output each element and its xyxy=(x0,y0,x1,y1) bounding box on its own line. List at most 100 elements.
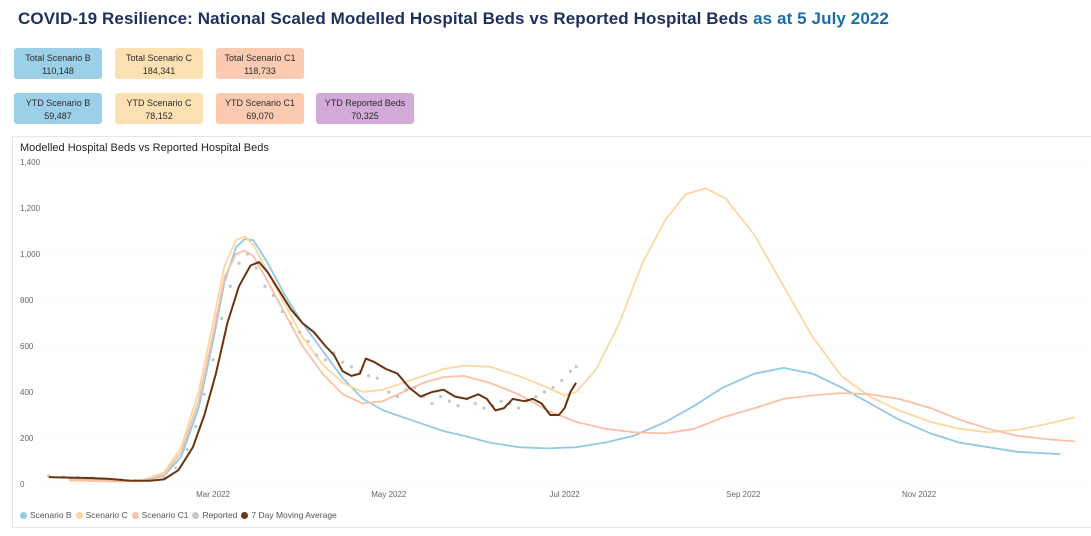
legend-marker xyxy=(192,511,200,519)
y-tick-label: 0 xyxy=(20,480,25,489)
reported-point xyxy=(456,404,460,408)
7-day-moving-average-line xyxy=(48,261,577,482)
x-tick-label: Nov 2022 xyxy=(902,490,937,499)
reported-point xyxy=(482,406,486,410)
kpi-card-value: 118,733 xyxy=(244,66,276,76)
reported-point xyxy=(404,388,408,392)
reported-point xyxy=(430,401,434,406)
y-tick-label: 600 xyxy=(20,342,34,351)
legend-marker xyxy=(20,511,27,519)
kpi-card-label: YTD Reported Beds xyxy=(324,98,406,108)
reported-point xyxy=(551,385,555,389)
kpi-card-value: 184,341 xyxy=(142,66,176,76)
x-tick-label: Sep 2022 xyxy=(726,490,761,499)
reported-point xyxy=(202,392,206,396)
reported-point xyxy=(315,353,319,357)
reported-point xyxy=(254,266,258,270)
legend-item[interactable]: Scenario B xyxy=(20,510,72,520)
legend-label: Scenario B xyxy=(30,510,72,520)
reported-point xyxy=(280,309,284,314)
kpi-card-label: Total Scenario B xyxy=(25,53,91,63)
x-tick-label: Mar 2022 xyxy=(196,490,230,499)
reported-point xyxy=(516,406,521,410)
reported-point xyxy=(271,293,276,297)
y-tick-label: 1,400 xyxy=(20,158,41,167)
legend-item[interactable]: Scenario C xyxy=(75,510,128,520)
reported-point xyxy=(534,395,538,399)
kpi-card-4: YTD Scenario B 59,487 xyxy=(14,93,102,124)
reported-point xyxy=(228,284,232,288)
reported-point xyxy=(542,390,547,394)
kpi-card-2: Total Scenario C 184,341 xyxy=(115,48,203,79)
kpi-card-label: YTD Scenario B xyxy=(25,98,91,108)
chart-title: Modelled Hospital Beds vs Reported Hospi… xyxy=(20,142,269,154)
kpi-card-1: Total Scenario B 110,148 xyxy=(14,48,102,79)
reported-point xyxy=(211,358,215,362)
reported-point xyxy=(349,365,353,369)
reported-point xyxy=(220,316,224,320)
legend-marker xyxy=(241,511,249,519)
y-tick-label: 200 xyxy=(20,434,34,443)
scenario-b-line xyxy=(68,238,1061,483)
page-title-main: COVID-19 Resilience: National Scaled Mod… xyxy=(18,9,749,28)
kpi-card-6: YTD Scenario C1 69,070 xyxy=(216,93,304,124)
kpi-card-label: Total Scenario C1 xyxy=(224,53,296,63)
reported-point xyxy=(263,284,267,288)
reported-point xyxy=(375,376,379,380)
y-tick-label: 800 xyxy=(20,296,34,305)
legend-marker xyxy=(75,511,83,519)
page-title: COVID-19 Resilience: National Scaled Mod… xyxy=(18,9,889,29)
legend-item[interactable]: 7 Day Moving Average xyxy=(241,510,337,520)
kpi-card-5: YTD Scenario C 78,152 xyxy=(115,93,203,124)
chart-panel: Modelled Hospital Beds vs Reported Hospi… xyxy=(12,136,1091,528)
kpi-card-value: 110,148 xyxy=(42,66,74,76)
legend-label: Scenario C1 xyxy=(141,510,189,520)
reported-point xyxy=(574,365,578,369)
reported-point xyxy=(413,385,417,389)
page-title-date: as at 5 July 2022 xyxy=(753,9,889,28)
reported-point xyxy=(306,339,310,343)
x-tick-label: Jul 2022 xyxy=(549,490,580,499)
reported-point xyxy=(499,399,503,403)
reported-point xyxy=(447,399,451,403)
reported-point xyxy=(323,358,328,362)
reported-point xyxy=(297,330,302,334)
x-tick-label: May 2022 xyxy=(371,490,407,499)
kpi-card-3: Total Scenario C1 118,733 xyxy=(216,48,304,79)
reported-point xyxy=(473,401,477,406)
kpi-card-value: 59,487 xyxy=(44,111,72,121)
y-tick-label: 1,000 xyxy=(20,250,41,259)
kpi-card-label: Total Scenario C xyxy=(125,53,193,63)
kpi-card-label: YTD Scenario C1 xyxy=(224,98,296,108)
line-chart: 0 200 400 600 800 1,000 1,200 1,400 Mar 2022 May … xyxy=(20,158,1091,499)
kpi-card-value: 69,070 xyxy=(246,111,274,121)
kpi-card-value: 70,325 xyxy=(351,111,379,121)
reported-point xyxy=(367,374,371,378)
reported-point xyxy=(289,321,293,325)
legend-label: Reported xyxy=(202,510,238,520)
scenario-c-line xyxy=(68,187,1075,483)
kpi-card-7: YTD Reported Beds 70,325 xyxy=(316,93,414,124)
reported-point xyxy=(237,261,241,265)
chart-legend: Scenario B Scenario C Scenario C1 Reported 7… xyxy=(20,510,341,520)
reported-point xyxy=(185,447,189,452)
legend-label: 7 Day Moving Average xyxy=(251,510,337,520)
legend-item[interactable]: Reported xyxy=(192,510,237,520)
reported-point xyxy=(560,378,564,383)
legend-label: Scenario C xyxy=(85,510,128,520)
reported-point xyxy=(173,466,178,470)
reported-point xyxy=(439,395,443,399)
scenario-c1-line xyxy=(68,249,1075,483)
reported-point xyxy=(568,369,572,373)
reported-point xyxy=(246,252,250,256)
reported-point xyxy=(387,390,391,394)
kpi-card-label: YTD Scenario C xyxy=(126,98,192,108)
legend-marker xyxy=(131,511,139,519)
kpi-card-value: 78,152 xyxy=(145,111,173,121)
y-tick-label: 400 xyxy=(20,388,34,397)
reported-point xyxy=(194,424,198,429)
reported-point xyxy=(341,360,345,364)
y-tick-label: 1,200 xyxy=(20,204,41,213)
reported-point xyxy=(395,395,400,399)
legend-item[interactable]: Scenario C1 xyxy=(131,510,189,520)
